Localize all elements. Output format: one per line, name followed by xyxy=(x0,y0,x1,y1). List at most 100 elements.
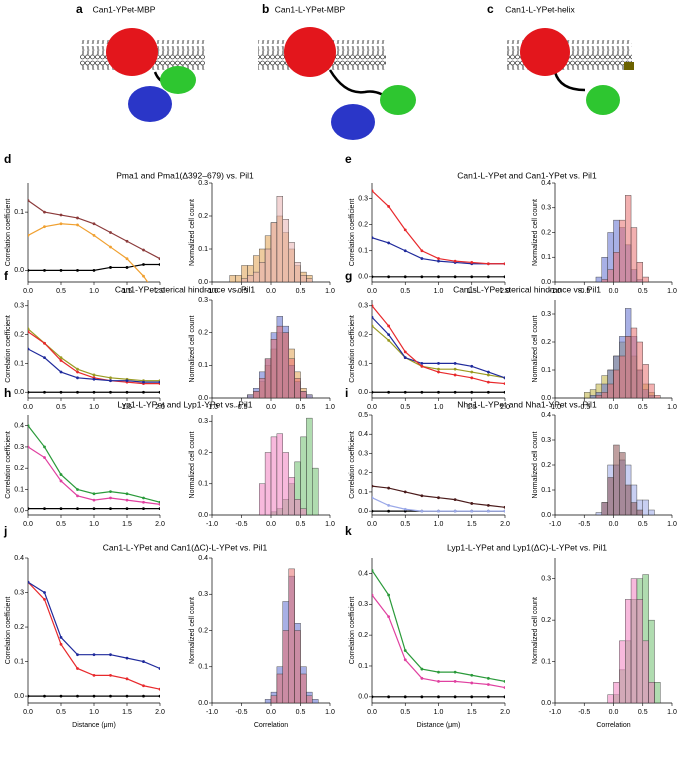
y-axis-label: Normalized cell count xyxy=(532,597,539,664)
point xyxy=(420,509,424,513)
line xyxy=(372,190,505,265)
y-tick-label: 0.3 xyxy=(358,450,368,457)
point xyxy=(453,275,457,279)
diagram-title: Can1-L-YPet-MBP xyxy=(275,4,346,14)
bar xyxy=(595,395,603,399)
point xyxy=(387,324,391,328)
panel-label: g xyxy=(345,269,352,283)
panel-title: Can1-YPet sterical hindrance vs. Pil1 xyxy=(115,284,256,294)
point xyxy=(76,507,79,511)
bar xyxy=(288,568,295,704)
protein-green xyxy=(380,85,416,115)
bar xyxy=(601,257,608,283)
point xyxy=(453,498,457,502)
point xyxy=(158,694,160,698)
y-tick-label: 0.3 xyxy=(14,303,24,310)
y-tick-label: 0.3 xyxy=(198,180,208,187)
x-tick-label: 0.0 xyxy=(609,288,619,295)
series xyxy=(28,222,149,282)
y-tick-label: 0.2 xyxy=(198,449,208,456)
y-tick-label: 0.2 xyxy=(14,624,24,631)
x-tick-label: -1.0 xyxy=(549,709,561,716)
point xyxy=(437,670,440,674)
y-tick-label: 0.3 xyxy=(358,303,368,310)
point xyxy=(470,695,474,699)
point xyxy=(503,509,505,513)
point xyxy=(420,390,424,394)
point xyxy=(437,509,440,513)
bar xyxy=(276,433,283,516)
point xyxy=(59,390,63,394)
series xyxy=(28,445,160,506)
y-tick-label: 0.2 xyxy=(358,632,368,639)
bar xyxy=(654,682,661,704)
x-tick-label: 0.0 xyxy=(367,404,377,411)
panel-title: Nha1-L-YPet and Nha1-YPet vs. Pil1 xyxy=(457,399,597,409)
x-tick-label: 0.0 xyxy=(23,521,33,528)
chart: 0.0 0.1 0.2 0.3 -1.0 -0.5 0.0 0.5 1.0 Normalized … xyxy=(189,297,335,411)
chart: 0.0 0.1 0.2 0.3 -1.0 -0.5 0.0 0.5 1.0 Normalized … xyxy=(532,558,677,729)
bar xyxy=(264,248,272,283)
bar xyxy=(654,395,661,399)
bar xyxy=(613,369,620,399)
bar xyxy=(589,395,597,399)
bar xyxy=(625,599,632,704)
point xyxy=(125,492,129,496)
x-tick-label: 2.0 xyxy=(500,709,510,716)
y-tick-label: 0.2 xyxy=(14,465,24,472)
bar xyxy=(613,682,620,704)
point xyxy=(403,249,407,253)
x-tick-label: 1.0 xyxy=(434,404,444,411)
bar xyxy=(264,358,272,399)
point xyxy=(470,502,474,505)
point xyxy=(420,667,424,671)
y-tick-label: 0.1 xyxy=(541,487,551,494)
x-tick-label: 0.0 xyxy=(23,709,33,716)
panel-label: e xyxy=(345,152,352,166)
point xyxy=(76,216,79,220)
x-tick-label: 0.0 xyxy=(266,288,276,295)
line xyxy=(28,199,160,260)
point xyxy=(28,330,30,334)
chart: 0.0 0.1 0.2 0.3 0.0 0.5 1.0 1.5 2.0 Correlation c… xyxy=(5,300,165,411)
bar xyxy=(306,695,313,704)
x-tick-label: -1.0 xyxy=(549,521,561,528)
series xyxy=(372,695,505,699)
bar xyxy=(306,394,313,399)
point xyxy=(28,234,30,237)
x-tick-label: 0.0 xyxy=(609,404,619,411)
point xyxy=(387,486,391,490)
bar xyxy=(259,483,266,516)
point xyxy=(453,362,457,365)
point xyxy=(437,680,440,683)
x-tick-label: 1.5 xyxy=(122,404,132,411)
point xyxy=(109,694,112,698)
x-tick-label: 1.0 xyxy=(325,404,335,411)
x-tick-label: -0.5 xyxy=(578,521,590,528)
bar xyxy=(601,502,608,516)
point xyxy=(486,275,490,279)
point xyxy=(92,377,96,381)
bar xyxy=(294,378,301,399)
point xyxy=(109,490,112,493)
diagram-label: c xyxy=(487,2,494,16)
bar xyxy=(264,452,272,516)
point xyxy=(470,370,474,374)
bar xyxy=(625,484,632,516)
series xyxy=(372,568,505,683)
panel-title: Can1-L-YPet and Can1-YPet vs. Pil1 xyxy=(457,170,597,180)
x-tick-label: 1.0 xyxy=(325,288,335,295)
bar xyxy=(607,383,614,399)
bar xyxy=(253,391,260,399)
series xyxy=(372,593,505,689)
series xyxy=(28,507,160,511)
bar xyxy=(306,417,313,516)
bar xyxy=(282,630,289,704)
y-tick-label: 0.0 xyxy=(358,508,368,515)
y-axis-label: Normalized cell count xyxy=(532,431,539,498)
bar xyxy=(636,509,643,516)
point xyxy=(28,507,30,511)
bar xyxy=(601,279,608,283)
diagram-title: Can1-YPet-MBP xyxy=(93,4,156,14)
